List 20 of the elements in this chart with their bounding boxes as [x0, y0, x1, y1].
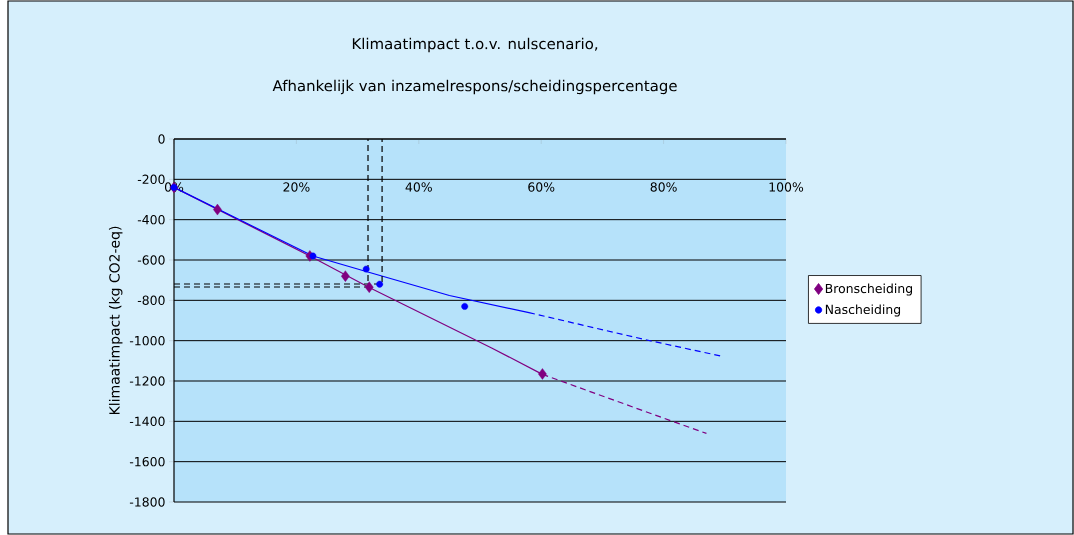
- y-tick-label: -200: [137, 174, 165, 185]
- x-tick-label: 20%: [283, 182, 310, 192]
- chart-subtitle: Afhankelijk van inzamelrespons/scheidingspercentage: [272, 79, 677, 95]
- y-tick-label: -400: [137, 214, 165, 225]
- y-tick-label: -1000: [129, 335, 165, 346]
- y-tick-label: -1800: [129, 497, 165, 507]
- x-tick-label: 60%: [528, 182, 555, 192]
- y-tick-label: -600: [137, 255, 165, 265]
- y-axis-title: Klimaatimpact (kg CO2-eq): [108, 226, 123, 415]
- y-tick-label: -800: [137, 295, 165, 306]
- legend-label: Nascheiding: [825, 304, 901, 317]
- y-tick-label: 0: [158, 134, 165, 144]
- legend-label: Bronscheiding: [825, 283, 912, 296]
- y-tick-label: -1600: [129, 456, 165, 467]
- x-tick-label: 100%: [769, 182, 804, 192]
- x-tick-label: 80%: [650, 182, 677, 192]
- chart-title: Klimaatimpact t.o.v. nulscenario,: [352, 37, 598, 53]
- y-tick-label: -1400: [129, 416, 165, 427]
- x-tick-label: 40%: [405, 182, 432, 192]
- y-tick-label: -1200: [129, 376, 165, 386]
